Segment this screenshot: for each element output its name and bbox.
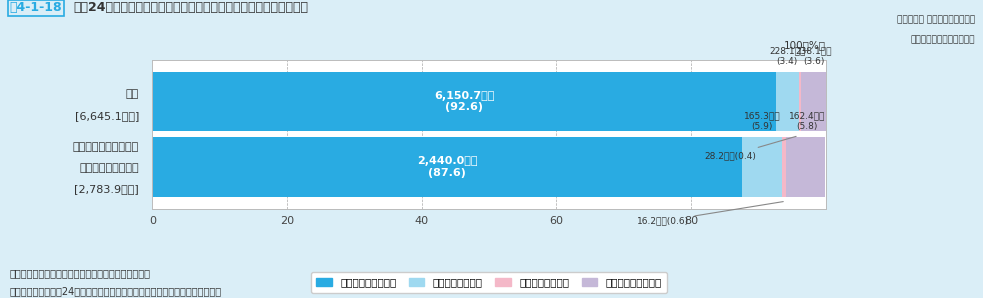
Legend: 昼夜とも基準値以下, 昼のみ基準値以下, 夜のみ基準値以下, 昼夜とも基準値超過: 昼夜とも基準値以下, 昼のみ基準値以下, 夜のみ基準値以下, 昼夜とも基準値超過 <box>311 272 667 293</box>
Bar <box>799 72 801 131</box>
Bar <box>801 72 826 131</box>
Bar <box>152 137 742 197</box>
Text: 228.1千戸
(3.4): 228.1千戸 (3.4) <box>769 46 805 66</box>
Bar <box>776 72 799 131</box>
Text: 2,440.0千戸
(87.6): 2,440.0千戸 (87.6) <box>417 156 478 178</box>
Text: 100（%）: 100（%） <box>783 41 826 51</box>
Text: 図4-1-18: 図4-1-18 <box>10 1 63 15</box>
Text: 28.2千戸(0.4): 28.2千戸(0.4) <box>705 136 796 160</box>
Text: 16.2千戸(0.6): 16.2千戸(0.6) <box>637 201 783 226</box>
Text: うち、幹線交通を担う: うち、幹線交通を担う <box>73 142 139 153</box>
Text: 道路に近接する空間: 道路に近接する空間 <box>80 163 139 173</box>
Bar <box>781 137 786 197</box>
Text: 165.3千戸
(5.9): 165.3千戸 (5.9) <box>744 112 781 131</box>
Text: 下段（比率（％））: 下段（比率（％）） <box>910 36 975 45</box>
Bar <box>786 137 825 197</box>
Bar <box>152 72 776 131</box>
Text: 資料：環境省「平成24年度自動車交通騒音の状況について（報道発表資料）」: 資料：環境省「平成24年度自動車交通騒音の状況について（報道発表資料）」 <box>10 286 222 296</box>
Text: 注：端数処理の関係で合計値が合わないことがある。: 注：端数処理の関係で合計値が合わないことがある。 <box>10 268 150 278</box>
Text: 平成24年度　道路に面する地域における騒音の環境基準の達成状況: 平成24年度 道路に面する地域における騒音の環境基準の達成状況 <box>74 1 309 15</box>
Text: 単位　上段 住居等戸数（千戸）: 単位 上段 住居等戸数（千戸） <box>897 15 975 24</box>
Text: [6,645.1千戸]: [6,645.1千戸] <box>75 111 139 121</box>
Text: 全国: 全国 <box>126 89 139 99</box>
Text: [2,783.9千戸]: [2,783.9千戸] <box>74 184 139 194</box>
Bar <box>742 137 781 197</box>
Text: 238.1千戸
(3.6): 238.1千戸 (3.6) <box>795 46 832 66</box>
Text: 6,150.7千戸
(92.6): 6,150.7千戸 (92.6) <box>434 91 494 112</box>
Text: 162.4千戸
(5.8): 162.4千戸 (5.8) <box>788 112 825 131</box>
